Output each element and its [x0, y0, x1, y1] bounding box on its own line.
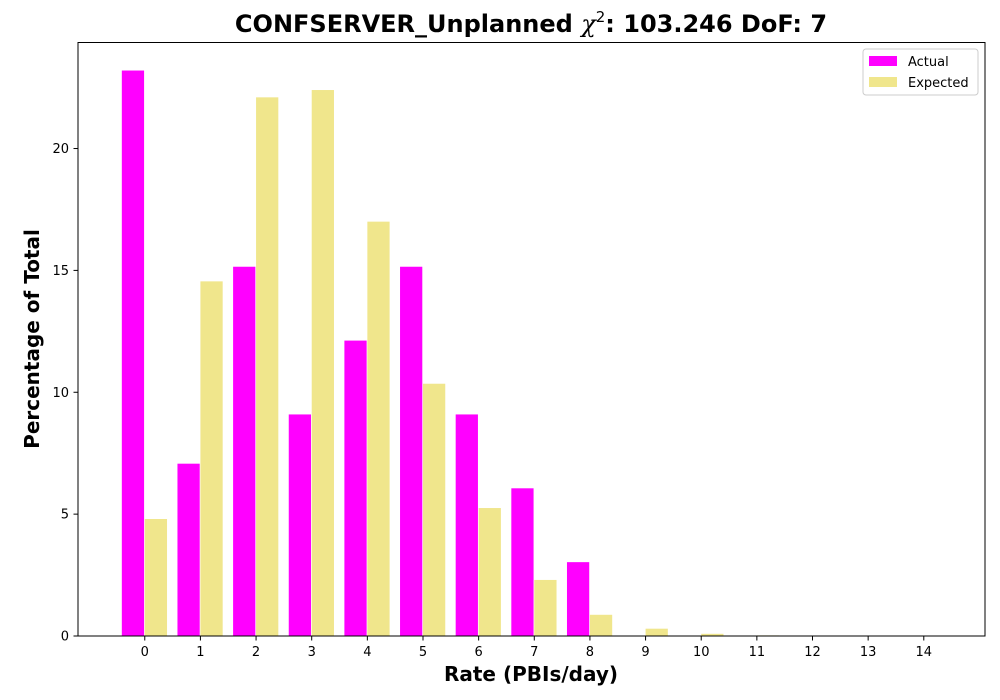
bars-layer [121, 70, 891, 637]
bar-actual-2 [233, 266, 256, 636]
x-tick-label: 9 [641, 645, 649, 660]
bar-actual-4 [344, 340, 367, 636]
x-tick-label: 5 [419, 645, 427, 660]
x-tick-label: 2 [252, 645, 260, 660]
chart-title: CONFSERVER_Unplanned χ2: 103.246 DoF: 7 [235, 8, 827, 38]
bar-actual-3 [288, 414, 312, 636]
x-tick-label: 12 [804, 645, 821, 660]
x-tick-label: 10 [693, 645, 710, 660]
bar-expected-4 [367, 221, 390, 636]
bar-expected-9 [645, 628, 668, 636]
y-tick-label: 20 [52, 142, 69, 157]
bar-expected-8 [589, 614, 613, 636]
bar-expected-5 [422, 383, 446, 636]
y-tick-label: 10 [52, 386, 69, 401]
x-axis-label: Rate (PBIs/day) [444, 662, 618, 686]
y-axis-ticks: 0 5 10 15 20 [52, 142, 78, 645]
y-tick-label: 0 [61, 630, 69, 645]
x-axis-ticks: 0 1 2 3 4 5 6 7 8 9 10 11 12 13 14 [141, 636, 932, 660]
legend: Actual Expected [862, 48, 979, 96]
x-tick-label: 11 [749, 645, 766, 660]
bar-actual-0 [121, 70, 145, 636]
y-axis-label: Percentage of Total [20, 229, 44, 449]
x-tick-label: 4 [363, 645, 371, 660]
bar-actual-1 [177, 463, 200, 636]
x-tick-label: 13 [860, 645, 877, 660]
x-tick-label: 1 [196, 645, 204, 660]
bar-actual-6 [455, 414, 478, 636]
legend-label-expected: Expected [908, 76, 969, 91]
y-tick-label: 5 [61, 508, 69, 523]
bar-expected-3 [311, 90, 334, 636]
plot-frame [77, 42, 986, 637]
bar-expected-2 [256, 97, 279, 637]
x-tick-label: 14 [916, 645, 933, 660]
bar-actual-7 [511, 488, 534, 636]
bar-actual-8 [566, 562, 590, 636]
bar-expected-1 [200, 281, 223, 636]
bar-expected-6 [478, 508, 501, 636]
legend-swatch-expected [869, 77, 897, 87]
bar-expected-7 [534, 579, 557, 636]
x-tick-label: 0 [141, 645, 149, 660]
x-tick-label: 7 [530, 645, 538, 660]
bar-expected-0 [144, 519, 168, 636]
bar-expected-10 [701, 633, 724, 636]
x-tick-label: 6 [474, 645, 482, 660]
legend-label-actual: Actual [908, 55, 949, 70]
legend-swatch-actual [869, 56, 897, 66]
bar-actual-5 [400, 266, 423, 636]
x-tick-label: 8 [586, 645, 594, 660]
x-tick-label: 3 [308, 645, 316, 660]
y-tick-label: 15 [52, 264, 69, 279]
